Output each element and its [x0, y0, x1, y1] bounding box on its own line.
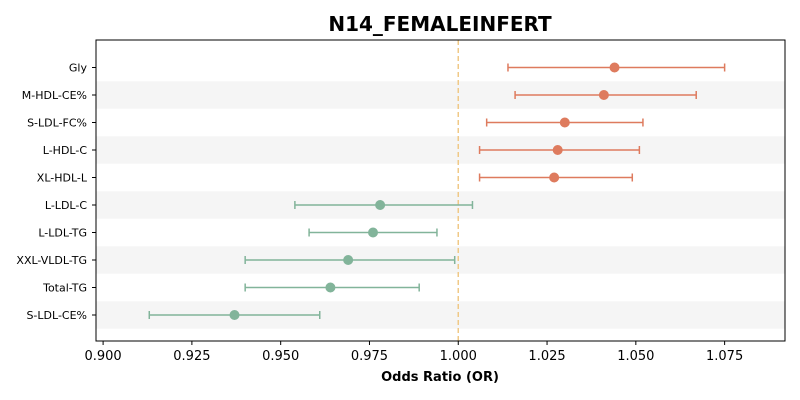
or-point: [559, 117, 570, 128]
y-tick-label: XXL-VLDL-TG: [16, 254, 87, 267]
x-tick-label: 1.000: [440, 349, 477, 364]
row-band: [96, 136, 785, 164]
x-tick-label: 1.025: [528, 349, 565, 364]
y-tick-label: M-HDL-CE%: [22, 89, 87, 102]
chart-title: N14_FEMALEINFERT: [328, 12, 552, 36]
x-tick-label: 0.950: [262, 349, 299, 364]
y-tick-label: S-LDL-CE%: [26, 309, 87, 322]
plot-frame: [95, 39, 786, 342]
x-axis: 0.900 0.925 0.950 0.975 1.000 1.025 1.050 1.075: [84, 341, 743, 364]
x-tick-label: 1.050: [617, 349, 654, 364]
chart-marks: [148, 62, 726, 320]
y-tick-label: L-LDL-TG: [38, 227, 87, 240]
y-tick-label: Total-TG: [42, 282, 87, 295]
or-point: [549, 172, 560, 183]
or-point: [375, 200, 386, 210]
or-point: [229, 310, 240, 320]
y-tick-label: Gly: [69, 62, 88, 75]
y-axis: Gly M-HDL-CE% S-LDL-FC% L-HDL-C XL-HDL-L L-LD…: [16, 62, 96, 322]
x-tick-label: 1.075: [706, 349, 743, 364]
or-point: [552, 145, 563, 155]
x-tick-label: 0.925: [173, 349, 210, 364]
or-point: [325, 282, 336, 293]
or-point: [368, 227, 379, 238]
or-point: [343, 255, 354, 265]
x-axis-label: Odds Ratio (OR): [381, 370, 499, 385]
x-tick-label: 0.975: [351, 349, 388, 364]
or-point: [598, 90, 609, 100]
y-tick-label: S-LDL-FC%: [27, 117, 87, 130]
y-tick-label: L-HDL-C: [43, 144, 88, 157]
x-tick-label: 0.900: [84, 349, 121, 364]
or-point: [609, 62, 620, 73]
y-tick-label: L-LDL-C: [45, 199, 87, 212]
y-tick-label: XL-HDL-L: [37, 172, 88, 185]
